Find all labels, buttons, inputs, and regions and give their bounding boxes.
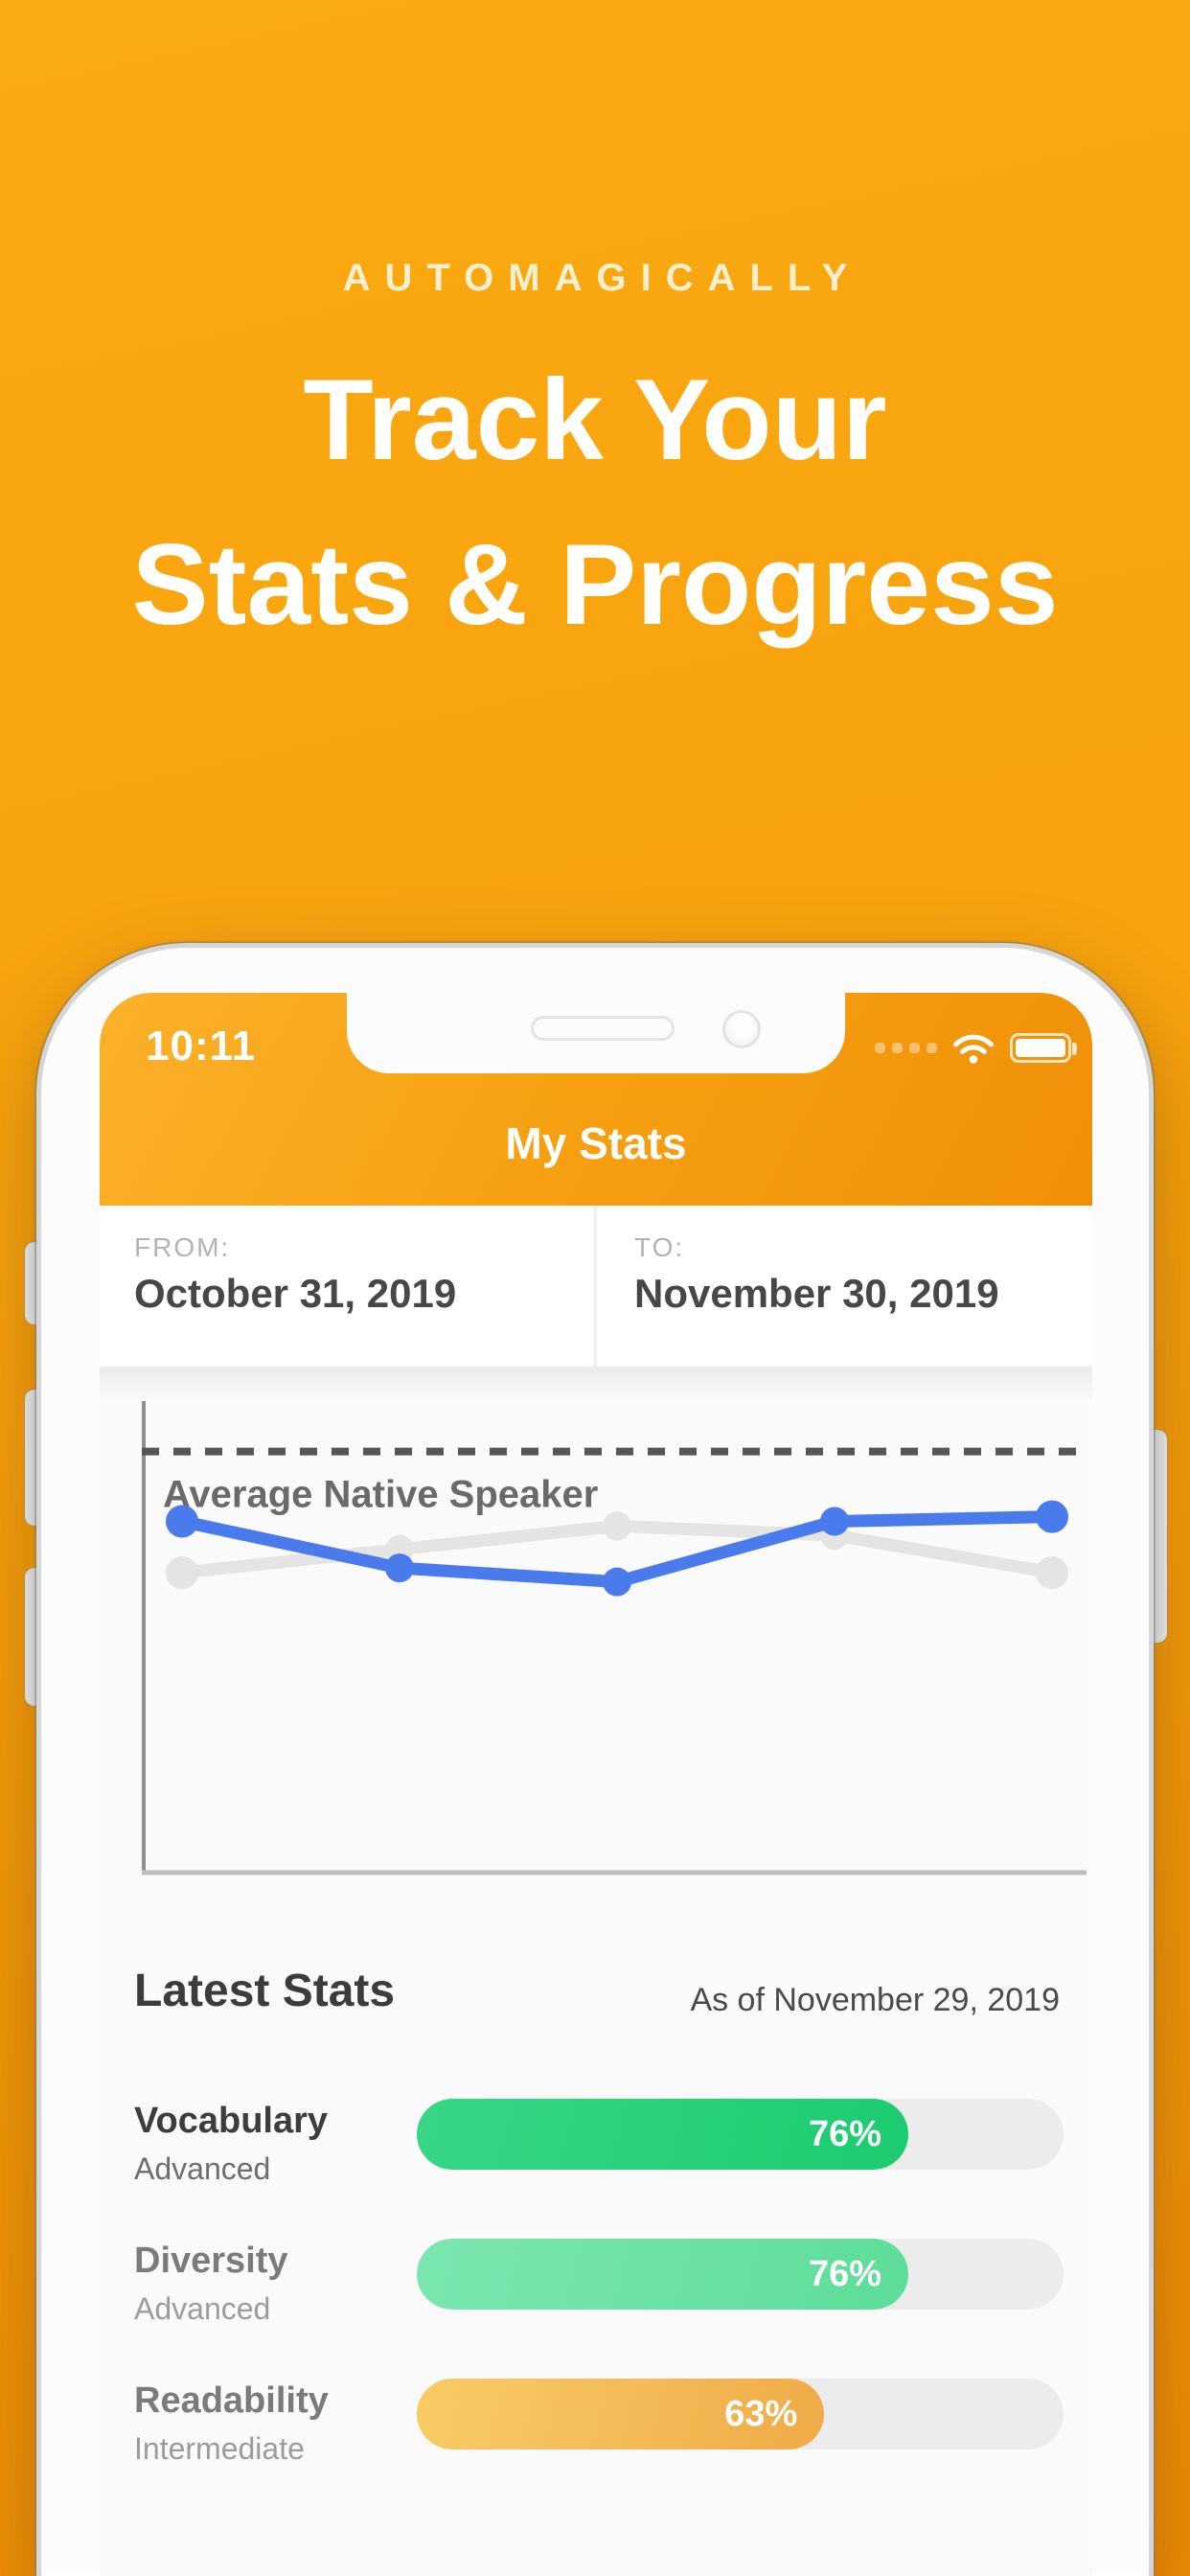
progress-fill: 63%: [417, 2379, 825, 2450]
phone-screen: 10:11 My Stats FROM: October 3: [100, 993, 1092, 2576]
chart-point: [166, 1555, 198, 1589]
reference-line-label: Average Native Speaker: [163, 1474, 598, 1516]
stat-level-label: Advanced: [134, 2151, 271, 2186]
stat-level-label: Advanced: [134, 2291, 271, 2326]
hero-title: Track Your Stats & Progress: [0, 337, 1190, 667]
speaker-icon: [531, 1016, 675, 1041]
as-of-date-label: As of November 29, 2019: [690, 1982, 1060, 2018]
stats-line-chart: Average Native Speaker: [142, 1401, 1088, 1875]
hero-title-line-2: Stats & Progress: [131, 520, 1059, 649]
stat-name-label: Diversity: [134, 2241, 288, 2281]
date-to-value: November 30, 2019: [634, 1271, 999, 1316]
date-from-label: FROM:: [134, 1232, 231, 1262]
section-divider-band: [100, 1367, 1092, 1401]
chart-point: [166, 1505, 198, 1538]
date-to-cell[interactable]: TO: November 30, 2019: [634, 1232, 999, 1317]
chart-point: [1036, 1555, 1068, 1589]
progress-track: 76%: [417, 2239, 1064, 2310]
progress-percent-label: 63%: [724, 2393, 798, 2434]
progress-percent-label: 76%: [808, 2253, 881, 2294]
chart-point: [1036, 1500, 1068, 1533]
date-to-label: TO:: [634, 1232, 685, 1262]
stat-level-label: Intermediate: [134, 2431, 305, 2466]
stat-name-label: Vocabulary: [134, 2101, 329, 2141]
app-header: 10:11 My Stats: [100, 993, 1092, 1206]
stat-label: Diversity Advanced: [134, 2241, 288, 2327]
notch: [347, 993, 845, 1073]
date-divider: [594, 1206, 597, 1367]
progress-percent-label: 76%: [808, 2113, 881, 2154]
status-icons: [875, 1027, 1077, 1068]
progress-track: 63%: [417, 2379, 1064, 2450]
stat-row-readability: Readability Intermediate 63%: [134, 2379, 1064, 2484]
battery-icon: [1010, 1032, 1077, 1063]
progress-fill: 76%: [417, 2239, 908, 2310]
status-time-label: 10:11: [146, 1023, 257, 1070]
chart-point: [820, 1506, 849, 1536]
date-from-value: October 31, 2019: [134, 1271, 457, 1316]
stat-row-vocabulary: Vocabulary Advanced 76%: [134, 2099, 1064, 2204]
stat-row-diversity: Diversity Advanced 76%: [134, 2239, 1064, 2344]
date-from-cell[interactable]: FROM: October 31, 2019: [134, 1232, 456, 1317]
stat-label: Readability Intermediate: [134, 2380, 329, 2467]
hero-title-line-1: Track Your: [303, 356, 887, 484]
progress-track: 76%: [417, 2099, 1064, 2170]
hero-eyebrow: AUTOMAGICALLY: [342, 257, 862, 299]
progress-fill: 76%: [417, 2099, 908, 2170]
wifi-icon: [953, 1034, 994, 1064]
stat-name-label: Readability: [134, 2380, 329, 2421]
cellular-signal-dots-icon: [875, 1042, 937, 1053]
chart-point: [603, 1567, 631, 1597]
chart-point: [385, 1553, 414, 1583]
camera-icon: [722, 1010, 761, 1048]
chart-point: [603, 1511, 631, 1541]
latest-stats-heading: Latest Stats: [134, 1966, 396, 2016]
nav-title: My Stats: [505, 1118, 687, 1168]
stat-label: Vocabulary Advanced: [134, 2101, 328, 2187]
